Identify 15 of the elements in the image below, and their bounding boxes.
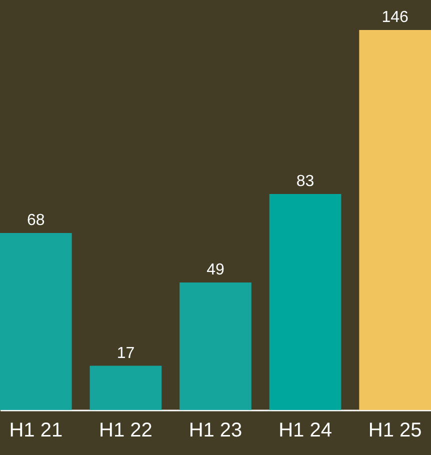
x-tick-label: H1 23: [188, 420, 242, 442]
data-label: 83: [296, 172, 314, 190]
x-tick-label: H1 25: [368, 420, 422, 442]
bar: [359, 30, 431, 410]
data-label: 17: [116, 344, 135, 362]
bar: [0, 233, 72, 410]
x-tick-label: H1 21: [9, 420, 63, 442]
bar: [90, 366, 162, 410]
bar: [180, 282, 252, 410]
data-label: 49: [206, 261, 224, 278]
data-label: 68: [27, 212, 45, 230]
x-tick-label: H1 22: [99, 420, 152, 442]
data-label: 146: [382, 9, 409, 26]
bar: [269, 194, 342, 410]
x-tick-label: H1 24: [278, 420, 332, 442]
